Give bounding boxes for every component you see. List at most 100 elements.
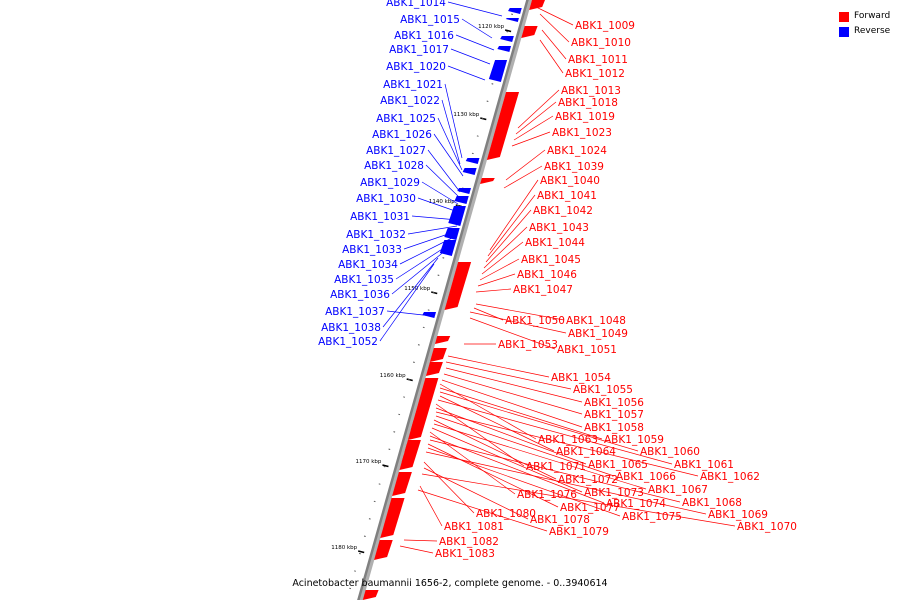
forward-gene-label: ABK1_1074 (606, 498, 666, 510)
forward-leader-line (441, 379, 583, 428)
minor-tick (486, 100, 489, 102)
forward-gene-label: ABK1_1071 (526, 461, 586, 473)
forward-gene-label: ABK1_1064 (556, 446, 616, 458)
forward-gene-label: ABK1_1083 (435, 548, 495, 560)
genome-caption: Acinetobacter baumannii 1656-2, complete… (292, 578, 608, 589)
forward-gene-label: ABK1_1053 (498, 339, 558, 351)
tick-label: 1150 kbp (404, 286, 430, 292)
forward-leader-line (481, 241, 524, 275)
forward-gene-label: ABK1_1070 (737, 521, 797, 533)
minor-tick (457, 204, 460, 207)
gene-feature (425, 362, 443, 376)
reverse-gene-label: ABK1_1036 (330, 289, 390, 301)
forward-gene-label: ABK1_1047 (513, 284, 573, 296)
reverse-gene-label: ABK1_1015 (400, 14, 460, 26)
minor-tick (378, 483, 381, 485)
minor-tick (437, 274, 440, 276)
gene-feature (488, 60, 508, 82)
forward-leader-line (539, 39, 564, 74)
forward-gene-label: ABK1_1066 (616, 471, 676, 483)
forward-gene-label: ABK1_1069 (708, 509, 768, 521)
gene-feature (529, 0, 545, 10)
gene-feature (422, 312, 437, 318)
minor-tick (442, 257, 445, 259)
forward-leader-line (511, 131, 551, 147)
minor-tick (412, 361, 415, 363)
legend-reverse-label: Reverse (854, 26, 891, 36)
reverse-gene-label: ABK1_1020 (386, 61, 446, 73)
tick-label: 1130 kbp (453, 112, 479, 118)
forward-leader-line (439, 395, 555, 452)
minor-tick (422, 326, 425, 329)
forward-gene-label: ABK1_1075 (622, 511, 682, 523)
forward-gene-label: ABK1_1041 (537, 190, 597, 202)
forward-leader-line (429, 431, 516, 495)
forward-leader-line (425, 451, 707, 515)
reverse-gene-label: ABK1_1038 (321, 322, 381, 334)
forward-gene-label: ABK1_1018 (558, 97, 618, 109)
gene-feature (374, 540, 393, 560)
tick-label: 1140 kbp (429, 199, 455, 205)
forward-gene-label: ABK1_1009 (575, 20, 635, 32)
forward-gene-label: ABK1_1080 (476, 508, 536, 520)
forward-leader-line (489, 179, 539, 251)
forward-leader-line (439, 391, 639, 452)
major-tick (382, 464, 389, 468)
reverse-leader-line (461, 18, 493, 39)
forward-leader-line (513, 115, 554, 141)
forward-leader-line (485, 209, 532, 263)
minor-tick (417, 344, 420, 346)
forward-gene-label: ABK1_1078 (530, 514, 590, 526)
minor-tick (373, 500, 376, 503)
forward-leader-line (483, 226, 528, 269)
gene-feature (521, 26, 538, 38)
legend-reverse: Reverse (839, 24, 890, 39)
forward-leader-line (447, 355, 550, 378)
reverse-gene-label: ABK1_1017 (389, 44, 449, 56)
forward-leader-line (469, 311, 567, 334)
forward-leader-line (427, 443, 559, 508)
major-tick (504, 29, 512, 33)
forward-leader-line (423, 467, 529, 520)
gene-features (362, 0, 545, 600)
forward-gene-label: ABK1_1061 (674, 459, 734, 471)
minor-tick (481, 117, 484, 120)
forward-gene-label: ABK1_1057 (584, 409, 644, 421)
gene-feature (401, 455, 413, 462)
gene-feature (362, 590, 379, 600)
forward-gene-label: ABK1_1059 (604, 434, 664, 446)
minor-tick (432, 291, 435, 294)
forward-gene-label: ABK1_1055 (573, 384, 633, 396)
forward-leader-line (433, 419, 557, 480)
forward-gene-label: ABK1_1043 (529, 222, 589, 234)
reverse-gene-label: ABK1_1022 (380, 95, 440, 107)
minor-tick (363, 535, 366, 537)
minor-tick (506, 30, 509, 33)
reverse-gene-label: ABK1_1033 (342, 244, 402, 256)
reverse-leader-line (427, 149, 461, 193)
forward-leader-line (533, 5, 574, 26)
forward-gene-label: ABK1_1063 (538, 434, 598, 446)
gene-feature (448, 206, 466, 226)
minor-tick (393, 431, 396, 433)
forward-leader-line (435, 407, 587, 465)
gene-feature (380, 498, 405, 538)
reverse-leader-line (447, 1, 503, 17)
forward-leader-line (505, 149, 546, 181)
forward-gene-label: ABK1_1044 (525, 237, 585, 249)
forward-gene-label: ABK1_1042 (533, 205, 593, 217)
forward-leader-line (429, 439, 681, 503)
forward-leader-line (539, 13, 570, 43)
reverse-leader-line (425, 164, 461, 199)
minor-tick (427, 309, 430, 311)
reverse-gene-label: ABK1_1030 (356, 193, 416, 205)
forward-gene-label: ABK1_1065 (588, 459, 648, 471)
legend: Forward Reverse (839, 9, 890, 39)
forward-leader-line (435, 403, 525, 467)
forward-gene-label: ABK1_1082 (439, 536, 499, 548)
forward-gene-label: ABK1_1079 (549, 526, 609, 538)
forward-gene-label: ABK1_1077 (560, 502, 620, 514)
forward-gene-label: ABK1_1060 (640, 446, 700, 458)
reverse-gene-label: ABK1_1016 (394, 30, 454, 42)
legend-forward-swatch (839, 11, 849, 22)
